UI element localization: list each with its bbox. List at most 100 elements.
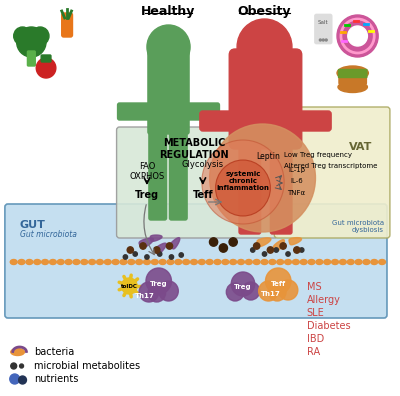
Polygon shape	[150, 235, 162, 241]
Text: RA: RA	[307, 347, 320, 357]
Circle shape	[280, 243, 286, 249]
Text: Altered Treg transcriptome: Altered Treg transcriptome	[284, 163, 378, 169]
Circle shape	[210, 238, 218, 246]
Circle shape	[169, 255, 174, 259]
Circle shape	[325, 39, 327, 41]
Circle shape	[294, 247, 300, 253]
Circle shape	[337, 15, 378, 57]
Circle shape	[286, 252, 290, 256]
Polygon shape	[289, 238, 302, 245]
Ellipse shape	[183, 259, 190, 265]
Ellipse shape	[57, 259, 64, 265]
Ellipse shape	[151, 259, 158, 265]
Circle shape	[36, 58, 56, 78]
FancyBboxPatch shape	[118, 103, 152, 120]
Text: Gut microbiota
dysbiosis: Gut microbiota dysbiosis	[332, 220, 384, 233]
Ellipse shape	[81, 259, 88, 265]
Ellipse shape	[120, 259, 127, 265]
Circle shape	[216, 160, 270, 216]
Ellipse shape	[324, 259, 331, 265]
Text: FAO
OXPHOS: FAO OXPHOS	[129, 162, 164, 181]
Text: nutrients: nutrients	[34, 374, 79, 384]
Circle shape	[133, 252, 137, 256]
Ellipse shape	[104, 259, 111, 265]
Polygon shape	[257, 238, 271, 246]
Ellipse shape	[26, 259, 33, 265]
Circle shape	[166, 243, 173, 249]
FancyBboxPatch shape	[229, 49, 302, 149]
FancyBboxPatch shape	[149, 106, 166, 220]
Text: METABOLIC
REGULATION: METABOLIC REGULATION	[159, 138, 229, 160]
Circle shape	[231, 272, 255, 296]
Ellipse shape	[89, 259, 96, 265]
Text: Treg: Treg	[150, 281, 168, 287]
Circle shape	[139, 282, 159, 302]
Ellipse shape	[190, 259, 198, 265]
Ellipse shape	[73, 259, 80, 265]
Ellipse shape	[347, 259, 354, 265]
Text: Gut microbiota: Gut microbiota	[20, 230, 76, 239]
Ellipse shape	[363, 259, 370, 265]
Ellipse shape	[159, 259, 166, 265]
Ellipse shape	[230, 259, 236, 265]
Ellipse shape	[246, 259, 252, 265]
Text: systemic
chronic
inflammation: systemic chronic inflammation	[216, 171, 270, 191]
Ellipse shape	[332, 259, 338, 265]
Circle shape	[219, 244, 228, 252]
Circle shape	[226, 283, 244, 301]
Circle shape	[259, 281, 278, 301]
Polygon shape	[154, 243, 166, 254]
Ellipse shape	[379, 259, 386, 265]
Text: IL-1β: IL-1β	[288, 167, 305, 173]
Polygon shape	[273, 240, 284, 251]
Circle shape	[267, 247, 274, 253]
Text: IL-6: IL-6	[290, 178, 303, 184]
Text: Th17: Th17	[135, 293, 155, 299]
Circle shape	[179, 253, 183, 257]
Text: Teff: Teff	[271, 281, 286, 287]
Ellipse shape	[284, 259, 292, 265]
Circle shape	[210, 124, 316, 232]
Ellipse shape	[261, 259, 268, 265]
Circle shape	[202, 140, 284, 224]
Circle shape	[127, 247, 134, 253]
FancyBboxPatch shape	[270, 118, 292, 234]
Ellipse shape	[112, 259, 119, 265]
Text: Glycolysis: Glycolysis	[182, 160, 224, 169]
Circle shape	[140, 243, 146, 249]
Circle shape	[123, 255, 128, 259]
Ellipse shape	[337, 66, 368, 80]
Ellipse shape	[222, 259, 229, 265]
Text: SLE: SLE	[307, 308, 324, 318]
Text: Allergy: Allergy	[307, 295, 340, 305]
FancyBboxPatch shape	[41, 55, 51, 62]
Ellipse shape	[238, 259, 244, 265]
Ellipse shape	[371, 259, 378, 265]
FancyBboxPatch shape	[339, 74, 366, 84]
FancyBboxPatch shape	[338, 70, 367, 78]
Circle shape	[278, 280, 298, 300]
Circle shape	[254, 243, 260, 249]
Text: bacteria: bacteria	[34, 347, 74, 357]
Circle shape	[322, 39, 324, 41]
Ellipse shape	[340, 259, 346, 265]
Circle shape	[20, 364, 24, 368]
Circle shape	[146, 268, 172, 294]
Ellipse shape	[277, 259, 284, 265]
Circle shape	[154, 247, 160, 253]
FancyBboxPatch shape	[274, 107, 390, 238]
Text: MS: MS	[307, 282, 321, 292]
Text: Diabetes: Diabetes	[307, 321, 350, 331]
Ellipse shape	[10, 259, 17, 265]
FancyBboxPatch shape	[239, 118, 260, 234]
Polygon shape	[139, 238, 154, 248]
Ellipse shape	[269, 259, 276, 265]
Circle shape	[14, 27, 31, 45]
FancyBboxPatch shape	[116, 127, 277, 238]
Circle shape	[237, 19, 292, 75]
Ellipse shape	[198, 259, 205, 265]
Ellipse shape	[308, 259, 315, 265]
Text: Teff: Teff	[192, 190, 213, 200]
Circle shape	[148, 284, 166, 302]
Ellipse shape	[42, 259, 48, 265]
